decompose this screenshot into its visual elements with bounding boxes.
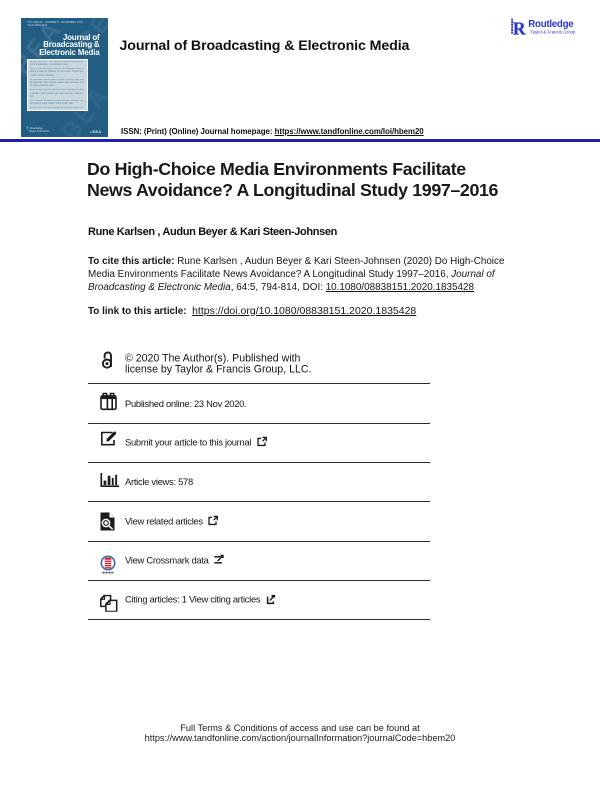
svg-text:Routledge: Routledge bbox=[528, 19, 574, 30]
svg-text:Taylor & Francis Group: Taylor & Francis Group bbox=[531, 30, 576, 35]
svg-text:R: R bbox=[513, 19, 526, 39]
